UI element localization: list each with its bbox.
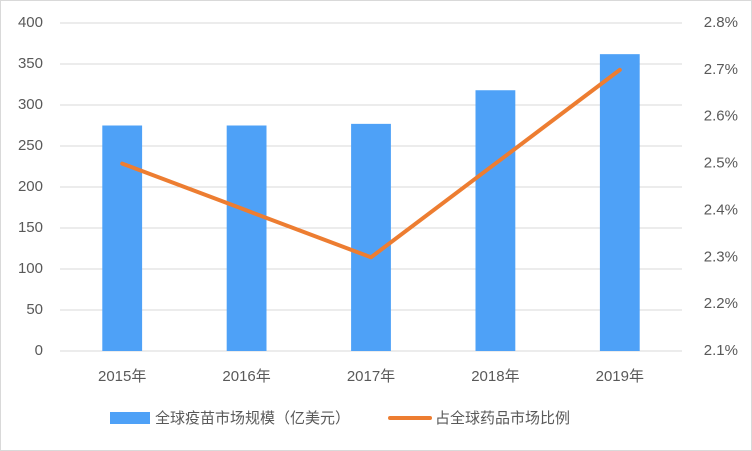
line [120,67,622,260]
y-tick-label: 300 [18,96,43,113]
bar [102,125,143,351]
x-tick-label: 2018年 [471,368,519,385]
y-tick-label: 250 [18,137,43,154]
y2-tick-label: 2.5% [704,155,738,172]
y-tick-label: 150 [18,219,43,236]
y2-tick-label: 2.4% [704,201,738,218]
x-tick-label: 2019年 [596,368,644,385]
y-tick-label: 0 [35,342,43,359]
bar [351,123,391,351]
legend-swatch [110,412,150,424]
y2-tick-label: 2.2% [704,295,738,312]
y-tick-label: 200 [18,178,43,195]
y2-tick-label: 2.8% [704,14,738,31]
x-tick-label: 2017年 [347,368,395,385]
y-tick-label: 50 [26,301,43,318]
y-tick-label: 400 [18,14,43,31]
legend-label: 占全球药品市场比例 [435,409,570,427]
bar [475,90,516,352]
y2-tick-label: 2.6% [704,108,738,125]
x-tick-label: 2015年 [98,368,146,385]
y2-tick-label: 2.1% [704,342,738,359]
x-tick-label: 2016年 [222,368,270,385]
y-tick-label: 100 [18,260,43,277]
y2-tick-label: 2.3% [704,248,738,265]
y2-tick-label: 2.7% [704,61,738,78]
bar [599,54,640,351]
bar [226,125,267,351]
legend-label: 全球疫苗市场规模（亿美元） [155,409,350,427]
y-tick-label: 350 [18,55,43,72]
